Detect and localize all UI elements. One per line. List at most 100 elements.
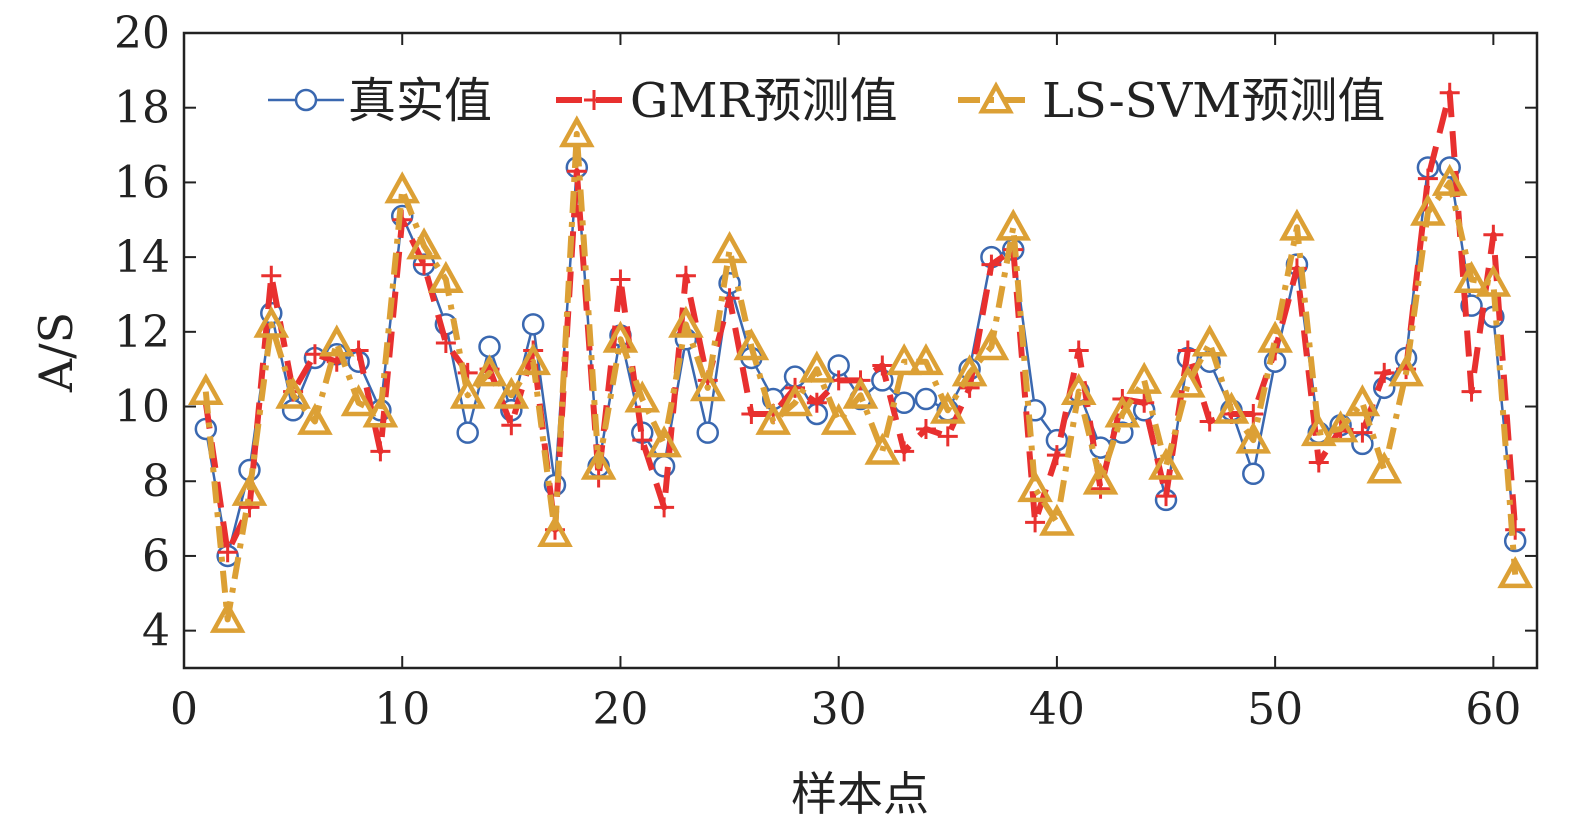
series-1-point-7	[348, 340, 369, 361]
legend-label-1: GMR预测值	[630, 73, 898, 129]
series-2-point-16	[537, 514, 573, 547]
legend: 真实值 GMR预测值 LS-SVM预测值	[268, 73, 1385, 129]
series-2-point-0	[187, 372, 224, 406]
series-1-point-19	[610, 269, 631, 290]
y-tick-label-2: 8	[142, 456, 170, 507]
x-tick-label-3: 30	[811, 684, 867, 735]
legend-marker-2	[978, 81, 1014, 114]
series-0-point-21	[652, 455, 676, 478]
legend-label-0: 真实值	[348, 73, 492, 129]
series-2-point-24	[711, 231, 748, 264]
series-1-point-44	[1156, 486, 1177, 507]
series-2-point-54	[1366, 451, 1403, 484]
series-1-point-39	[1046, 445, 1067, 466]
series-2-point-4	[275, 376, 311, 409]
x-tick-label-5: 50	[1247, 684, 1303, 735]
series-1-point-53	[1352, 422, 1373, 443]
series-2-point-5	[297, 402, 333, 435]
series-1-point-45	[1177, 340, 1198, 361]
y-tick-label-3: 10	[114, 382, 170, 433]
x-tick-label-2: 20	[592, 684, 648, 735]
series-2-point-23	[689, 369, 726, 402]
series-1-point-38	[1025, 512, 1046, 533]
series-1-point-51	[1308, 452, 1329, 473]
series-2-point-34	[929, 391, 966, 424]
series-1-point-41	[1090, 478, 1111, 499]
series-2-point-28	[799, 350, 835, 383]
series-2-point-29	[820, 402, 857, 435]
x-tick-label-6: 60	[1465, 684, 1521, 735]
series-2-point-48	[1235, 421, 1272, 454]
series-1-point-33	[915, 418, 936, 439]
series-1-point-34	[937, 426, 958, 447]
x-axis-ticks: 0 10 20 30 40 50 60	[170, 33, 1521, 735]
y-tick-label-5: 14	[114, 232, 170, 283]
series-2-point-12	[449, 376, 486, 409]
series-2-point-43	[1126, 361, 1163, 394]
y-tick-label-1: 6	[142, 531, 170, 582]
series-2-point-50	[1279, 208, 1315, 241]
series-0-point-32	[892, 391, 916, 415]
series-2-point-3	[253, 305, 290, 338]
series-2-point-49	[1257, 320, 1293, 353]
series-1-point-60	[1505, 519, 1526, 540]
series-2-point-40	[1060, 372, 1097, 406]
series-2-point-42	[1104, 395, 1141, 428]
series-1-point-8	[370, 441, 391, 462]
series-2-point-35	[951, 354, 988, 387]
y-tick-label-6: 16	[114, 157, 170, 208]
series-2-point-25	[733, 328, 770, 361]
series-0-point-23	[696, 421, 719, 444]
series-2-point-37	[995, 208, 1032, 241]
series-1-point-56	[1417, 168, 1438, 189]
series-1-point-54	[1374, 362, 1395, 383]
series-2-point-51	[1300, 414, 1337, 447]
series-1-point-25	[741, 404, 762, 424]
series-line-1	[202, 89, 1519, 556]
series-2-point-31	[864, 432, 901, 465]
series-2-point-32	[886, 343, 922, 376]
series-1-point-58	[1461, 381, 1482, 402]
series-2-point-14	[493, 376, 530, 409]
series-0-point-4	[281, 399, 305, 422]
series-1-point-1	[217, 542, 238, 563]
series-0-point-48	[1242, 462, 1265, 486]
series-1-point-22	[675, 265, 696, 286]
series-2-point-20	[624, 380, 661, 413]
series-line-2	[202, 130, 1519, 623]
series-2-point-2	[231, 473, 268, 506]
series-2-point-46	[1191, 324, 1228, 357]
series-1-point-14	[501, 415, 522, 436]
series-2-point-11	[428, 260, 464, 293]
series-2-point-8	[362, 395, 399, 428]
series-2-point-39	[1039, 503, 1075, 536]
series-1-point-43	[1134, 392, 1155, 413]
series-0-point-12	[456, 421, 479, 444]
series-2-point-33	[908, 343, 944, 376]
series-2-point-53	[1344, 384, 1381, 417]
series-layer	[187, 82, 1534, 633]
series-2-point-45	[1170, 365, 1206, 398]
y-tick-label-4: 12	[114, 307, 170, 358]
series-2-point-47	[1213, 391, 1250, 424]
series-1-point-36	[981, 254, 1002, 275]
series-2-point-17	[558, 115, 595, 148]
series-2-point-27	[777, 384, 813, 417]
plot-area-frame	[182, 31, 1539, 670]
series-2-point-21	[646, 425, 682, 458]
series-2-point-15	[515, 343, 551, 376]
series-2-point-56	[1410, 193, 1446, 226]
series-0-point-15	[521, 313, 545, 336]
y-axis-title: A/S	[29, 312, 83, 393]
series-2-point-9	[384, 171, 421, 204]
series-2-point-6	[318, 324, 355, 357]
series-2-point-26	[755, 402, 792, 435]
series-2-point-18	[580, 447, 617, 480]
series-0-point-33	[914, 387, 938, 411]
legend-marker-0	[294, 88, 318, 112]
y-axis-ticks: 4 6 8 10 12 14 16 18 20	[114, 8, 1537, 657]
x-tick-label-1: 10	[374, 684, 430, 735]
series-2-point-30	[842, 376, 879, 409]
x-axis-title: 样本点	[791, 767, 929, 821]
series-2-point-19	[602, 320, 639, 353]
